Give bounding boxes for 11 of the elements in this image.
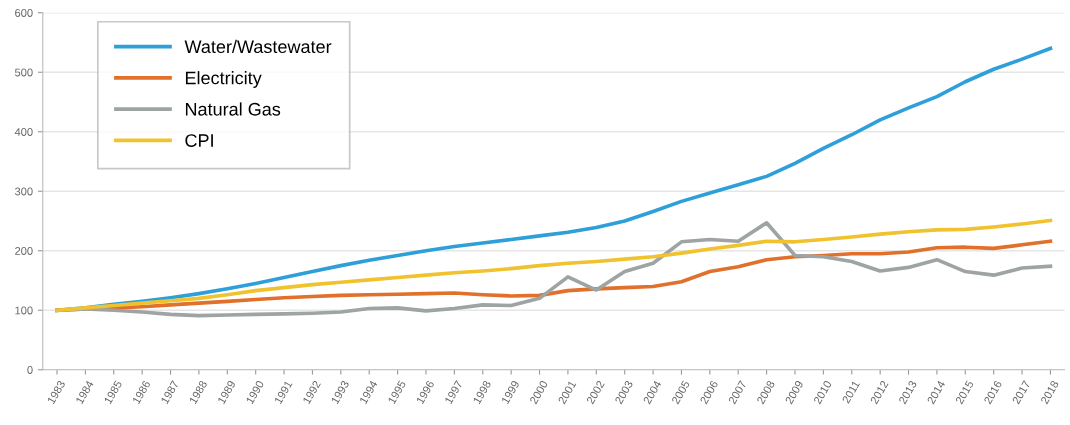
legend-label: Electricity — [185, 71, 262, 88]
y-tick-label: 0 — [27, 366, 33, 374]
y-tick-label: 100 — [15, 306, 33, 315]
y-tick-label: 600 — [15, 9, 33, 17]
legend-label: Natural Gas — [185, 102, 281, 116]
y-tick-label: 200 — [15, 247, 33, 255]
y-tick-label: 500 — [14, 68, 33, 77]
legend-label: CPI — [185, 134, 213, 147]
y-tick-label: 400 — [14, 128, 33, 136]
legend-label: Water/Wastewater — [184, 39, 332, 54]
y-tick-label: 300 — [14, 187, 33, 196]
